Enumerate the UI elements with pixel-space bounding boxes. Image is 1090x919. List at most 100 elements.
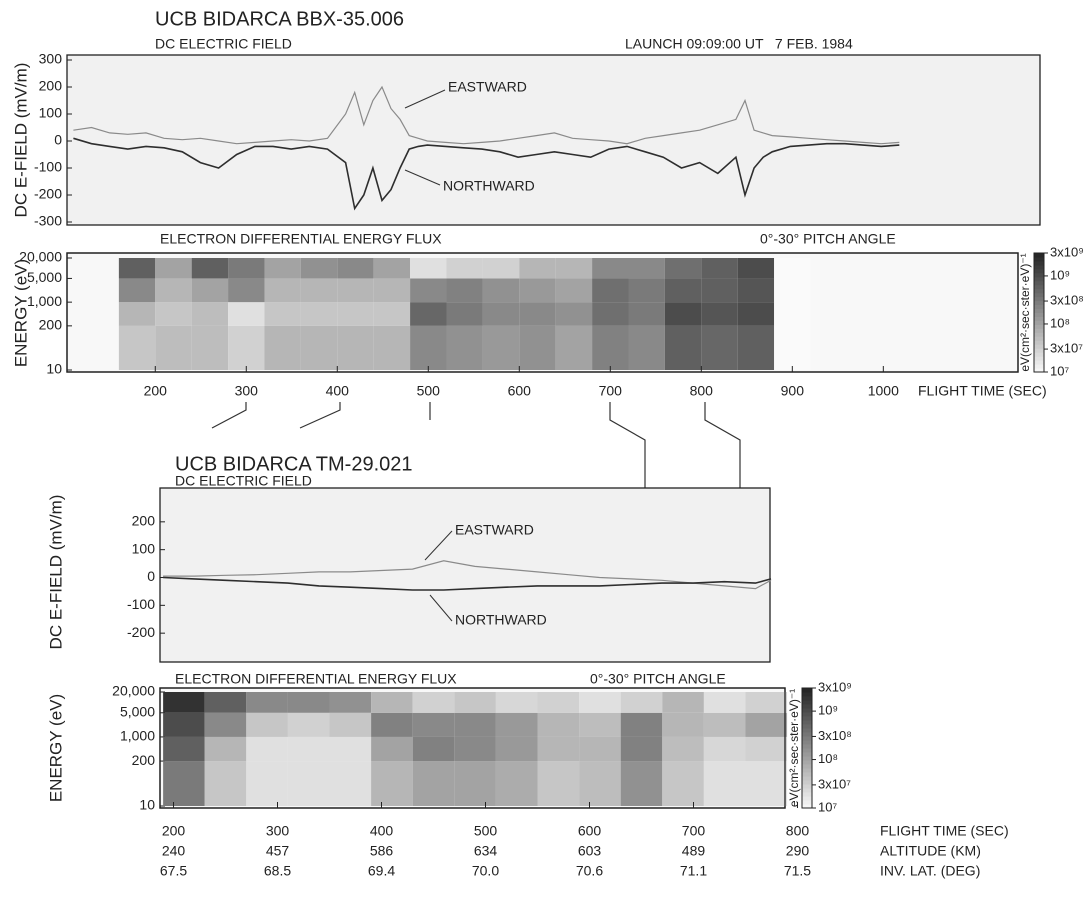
- colorbar-label: eV(cm²·sec·ster·eV)⁻¹: [787, 689, 801, 807]
- flux-cell: [495, 712, 538, 737]
- subtitle: 0°-30° PITCH ANGLE: [590, 671, 726, 687]
- flux-cell: [264, 258, 301, 279]
- flux-cell: [495, 692, 538, 713]
- flux-cell: [620, 712, 663, 737]
- invlat-label: 67.5: [160, 863, 187, 879]
- subtitle: 0°-30° PITCH ANGLE: [760, 231, 896, 247]
- flux-cell: [662, 712, 704, 737]
- colorbar-swatch: [802, 804, 812, 809]
- x-tick-label: 200: [162, 823, 186, 839]
- invlat-label: 70.0: [472, 863, 499, 879]
- y-tick-label: -200: [127, 624, 155, 640]
- flux-cell: [155, 258, 192, 279]
- plot-frame-outline: [159, 687, 786, 809]
- flux-cell: [329, 712, 372, 737]
- flux-cell: [592, 302, 629, 326]
- colorbar-swatch: [802, 736, 812, 741]
- flux-cell: [579, 712, 621, 737]
- flux-cell: [163, 736, 205, 762]
- colorbar-swatch: [1034, 352, 1044, 357]
- y-tick-label: 5,000: [120, 703, 155, 719]
- flux-cell: [662, 761, 704, 806]
- y-axis-label: DC E-FIELD (mV/m): [11, 63, 30, 218]
- y-tick-label: 200: [132, 752, 156, 768]
- flux-cell: [592, 278, 629, 303]
- x-tick-label: 700: [682, 823, 706, 839]
- flux-cell: [410, 258, 447, 279]
- y-axis-label: ENERGY (eV): [46, 694, 65, 802]
- colorbar-swatch: [802, 740, 812, 745]
- y-tick-label: 1,000: [120, 728, 155, 744]
- colorbar-swatch: [1034, 288, 1044, 294]
- flux-cell: [745, 736, 788, 762]
- series-line: [73, 137, 900, 211]
- flux-cell: [482, 278, 520, 303]
- flux-cell: [412, 712, 455, 737]
- flux-cell: [495, 761, 538, 806]
- colorbar-tick-label: 10⁷: [818, 799, 837, 814]
- flux-cell: [537, 736, 580, 762]
- series-line: [73, 85, 900, 145]
- x-tick-label: 600: [508, 383, 532, 399]
- flux-cell: [446, 302, 483, 326]
- flux-cell: [537, 692, 580, 713]
- flux-cell: [703, 692, 746, 713]
- altitude-label: 290: [786, 843, 810, 859]
- colorbar-swatch: [802, 800, 812, 805]
- y-axis-label: ENERGY (eV): [11, 259, 30, 367]
- flux-cell: [155, 302, 192, 326]
- y-tick-label: 200: [39, 78, 63, 94]
- invlat-label: 71.1: [680, 863, 707, 879]
- flux-cell: [745, 712, 788, 737]
- flux-cell: [662, 736, 704, 762]
- flux-cell: [228, 302, 265, 326]
- series-label: NORTHWARD: [443, 178, 535, 194]
- invlat-label: 71.5: [784, 863, 811, 879]
- colorbar-tick-label: 3x10⁸: [818, 728, 852, 743]
- flux-cell: [300, 302, 338, 326]
- colorbar-frame: [801, 687, 813, 809]
- flux-cell: [701, 325, 738, 370]
- flux-cell: [329, 761, 372, 806]
- colorbar-swatch: [802, 764, 812, 769]
- colorbar-swatch: [802, 744, 812, 749]
- colorbar-swatch: [802, 716, 812, 721]
- flux-cell: [737, 325, 775, 370]
- colorbar-swatch: [802, 796, 812, 801]
- flux-cell: [329, 736, 372, 762]
- y-tick-label: 20,000: [112, 683, 155, 699]
- flux-cell: [300, 258, 338, 279]
- flux-cell: [703, 712, 746, 737]
- plot-frame: [66, 54, 1041, 226]
- flux-cell: [246, 761, 288, 806]
- colorbar-swatch: [1034, 360, 1044, 365]
- flux-cell: [155, 278, 192, 303]
- flux-cell: [337, 278, 374, 303]
- flux-cell: [191, 325, 229, 370]
- flux-cell: [191, 258, 229, 279]
- connector: [299, 402, 341, 429]
- colorbar-swatch: [1034, 300, 1044, 306]
- flux-cell: [412, 736, 455, 762]
- colorbar-swatch: [802, 728, 812, 733]
- flux-cell: [191, 302, 229, 326]
- colorbar-swatch: [802, 696, 812, 701]
- colorbar-swatch: [802, 720, 812, 725]
- flux-cell: [592, 325, 629, 370]
- flux-cell: [228, 325, 265, 370]
- colorbar-swatch: [1034, 272, 1044, 278]
- chart-title: ELECTRON DIFFERENTIAL ENERGY FLUX: [175, 671, 457, 687]
- colorbar-swatch: [1034, 356, 1044, 361]
- flux-cell: [300, 325, 338, 370]
- flux-cell: [664, 325, 702, 370]
- flux-cell: [118, 325, 156, 370]
- y-tick-label: -100: [127, 596, 155, 612]
- colorbar-swatch: [1034, 260, 1044, 266]
- flux-cell: [555, 278, 593, 303]
- flux-cell: [579, 736, 621, 762]
- colorbar-swatch: [802, 784, 812, 789]
- series-label: NORTHWARD: [455, 612, 547, 628]
- flux-cell: [371, 761, 413, 806]
- x-tick-label: 200: [144, 383, 168, 399]
- flux-cell: [163, 692, 205, 713]
